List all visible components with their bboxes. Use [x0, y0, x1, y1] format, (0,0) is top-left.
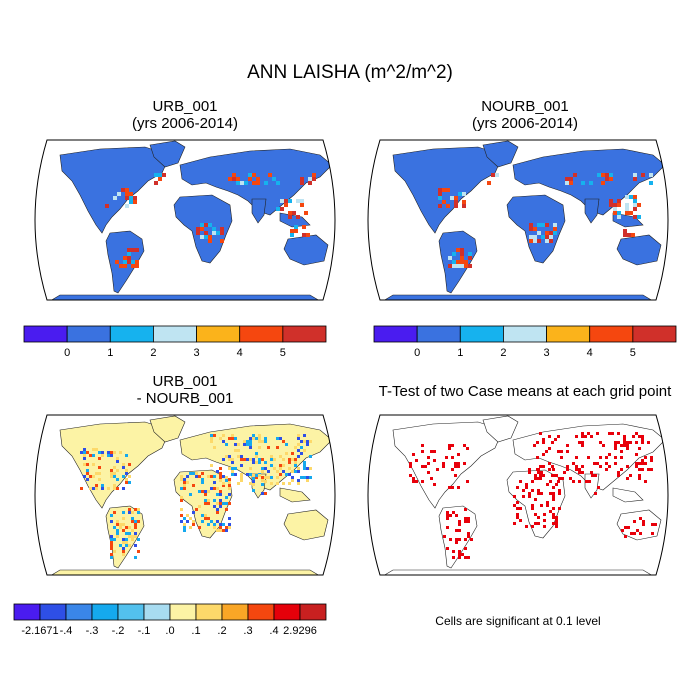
map-field [381, 140, 666, 300]
colorbar-tick-label: 2.9296 [283, 625, 317, 637]
colorbar-tick-label: .4 [269, 625, 278, 637]
panel-4-title-line1: T-Test of two Case means at each grid po… [378, 383, 672, 400]
colorbar-swatch [117, 603, 145, 621]
figure-title: ANN LAISHA (m^2/m^2) [247, 62, 453, 83]
colorbar-swatch [273, 603, 301, 621]
colorbar-tick-label: -.2 [112, 625, 125, 637]
colorbar-tick-label: 3 [544, 347, 550, 359]
colorbar-swatch [632, 325, 677, 343]
colorbar-tick-label: -.3 [86, 625, 99, 637]
map-frame [367, 414, 669, 576]
colorbar-swatch [66, 325, 111, 343]
colorbar-swatch [239, 325, 284, 343]
colorbar-tick-label: 0 [414, 347, 420, 359]
landmass-australia [283, 509, 329, 541]
panel-1-title-line1: URB_001 [152, 98, 218, 115]
colorbar-swatch [65, 603, 93, 621]
grid-cells [409, 432, 657, 559]
colorbar-tick-label: 5 [630, 347, 636, 359]
panel-1-title-line2: (yrs 2006-2014) [132, 115, 238, 132]
colorbar-swatch [143, 603, 171, 621]
colorbar-swatch [153, 325, 197, 343]
panel-2-title-line2: (yrs 2006-2014) [472, 115, 578, 132]
colorbar-tick-label: 1 [107, 347, 113, 359]
colorbar-tick-label: .2 [217, 625, 226, 637]
colorbar-swatch [39, 603, 67, 621]
map-ttest [367, 414, 669, 576]
map-frame [367, 139, 669, 301]
map-field [48, 415, 333, 575]
colorbar-tick-label: 5 [280, 347, 286, 359]
significance-note: Cells are significant at 0.1 level [435, 614, 601, 628]
colorbar-tick-label: -.4 [60, 625, 73, 637]
colorbar-swatch [91, 603, 119, 621]
colorbar-swatch [299, 603, 327, 621]
colorbar-swatch [546, 325, 591, 343]
landmass-australia [616, 509, 662, 541]
colorbar-tick-label: 4 [237, 347, 243, 359]
landmass-greenland [149, 140, 186, 168]
map-urb [34, 139, 336, 301]
landmass-seAsia [612, 487, 644, 503]
grid-cells [105, 173, 316, 268]
colorbar-swatch [503, 325, 547, 343]
colorbar-swatch [459, 325, 504, 343]
colorbar-nourb: 0 1 2 3 4 5 [373, 325, 677, 359]
panel-1-title: URB_001 (yrs 2006-2014) [35, 98, 335, 132]
colorbar-tick-label: -.1 [138, 625, 151, 637]
landmass-india [584, 198, 600, 224]
colorbar-tick-label: -2.1671 [21, 625, 58, 637]
panel-2-title-line1: NOURB_001 [481, 98, 569, 115]
colorbar-urb: 0 1 2 3 4 5 [23, 325, 327, 359]
grid-cells [438, 173, 653, 268]
panel-3-title-line2: - NOURB_001 [136, 390, 234, 407]
landmass-seAsia [279, 487, 311, 503]
map-field [381, 415, 666, 575]
landmass-africa [506, 469, 566, 539]
grid-cells [80, 434, 312, 559]
landmass-india [251, 198, 267, 224]
colorbar-swatch [109, 325, 154, 343]
landmass-greenland [482, 415, 519, 443]
colorbar-swatch [416, 325, 461, 343]
landmass-greenland [482, 140, 519, 168]
colorbar-tick-label: 4 [587, 347, 593, 359]
map-difference [34, 414, 336, 576]
colorbar-swatch [195, 603, 223, 621]
colorbar-swatch [247, 603, 275, 621]
panel-3-title-line1: URB_001 [152, 373, 218, 390]
colorbar-tick-label: 2 [150, 347, 156, 359]
colorbar-tick-label: .3 [243, 625, 252, 637]
map-nourb [367, 139, 669, 301]
colorbar-swatch [13, 603, 41, 621]
colorbar-tick-label: 3 [194, 347, 200, 359]
panel-2-title: NOURB_001 (yrs 2006-2014) [375, 98, 675, 132]
panel-3-title: URB_001 - NOURB_001 [35, 373, 335, 407]
colorbar-tick-label: .0 [165, 625, 174, 637]
landmass-australia [283, 234, 329, 266]
colorbar-swatch [373, 325, 418, 343]
colorbar-swatch [589, 325, 634, 343]
panel-4-title: T-Test of two Case means at each grid po… [335, 383, 700, 400]
map-frame [34, 414, 336, 576]
colorbar-swatch [23, 325, 68, 343]
colorbar-swatch [282, 325, 327, 343]
colorbar-tick-label: 1 [457, 347, 463, 359]
colorbar-swatch [169, 603, 197, 621]
colorbar-tick-label: .1 [191, 625, 200, 637]
landmass-greenland [149, 415, 186, 443]
colorbar-swatch [196, 325, 241, 343]
colorbar-swatch [221, 603, 249, 621]
colorbar-tick-label: 0 [64, 347, 70, 359]
colorbar-tick-label: 2 [500, 347, 506, 359]
colorbar-difference: -2.1671 -.4 -.3 -.2 -.1 .0 .1 .2 .3 .4 2.9296 [13, 603, 327, 637]
map-frame [34, 139, 336, 301]
landmass-australia [616, 234, 662, 266]
